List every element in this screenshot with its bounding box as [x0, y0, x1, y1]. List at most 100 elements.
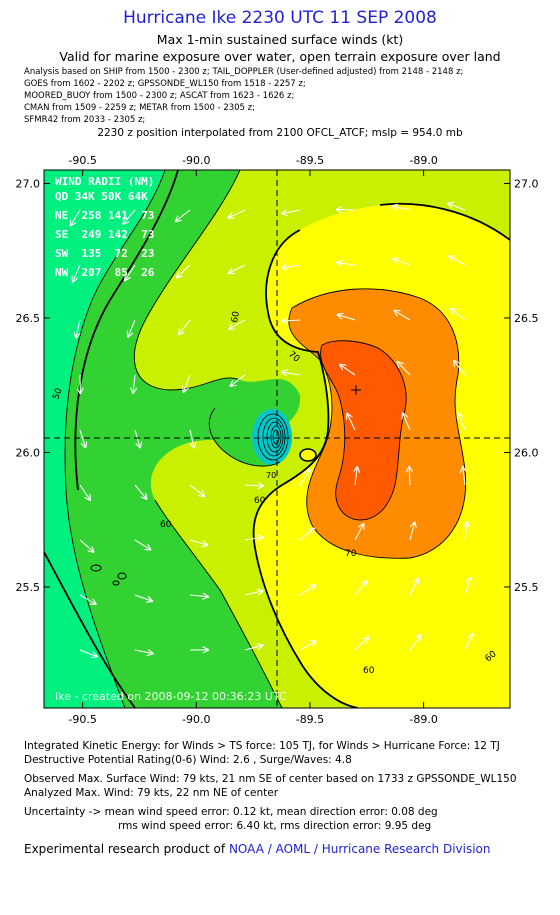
wind-arrow — [282, 210, 301, 214]
y-tick-label-left: 27.0 — [16, 177, 41, 190]
wind-arrow — [134, 650, 153, 654]
wind-radii-table: WIND RADII (NM) QD 34K 50K 64K NE 258 14… — [55, 175, 155, 279]
wind-radii-title: WIND RADII (NM) — [55, 175, 154, 188]
credit-line: Experimental research product of NOAA / … — [24, 842, 491, 856]
wind-arrow — [282, 265, 301, 268]
wind-arrow — [189, 484, 204, 496]
x-tick-label-bottom: -90.5 — [68, 713, 96, 726]
wind-radii-row: SW 135 72 23 — [55, 247, 154, 260]
wind-arrow — [449, 256, 466, 266]
small-contour — [90, 564, 127, 586]
contour-label: 60 — [363, 666, 375, 676]
wind-arrow — [73, 264, 81, 282]
band-above-90 — [320, 340, 407, 520]
wind-arrow — [231, 374, 246, 386]
wind-arrow — [244, 485, 263, 486]
wind-arrow — [299, 529, 314, 541]
wind-radii-row: NW 207 85 26 — [55, 266, 155, 279]
vortex-rings — [257, 413, 289, 461]
wind-arrow — [123, 209, 136, 224]
wind-vectors — [71, 204, 473, 657]
wind-arrow — [229, 319, 246, 329]
axis-ticks — [44, 170, 510, 708]
dpr-line: Destructive Potential Rating(0-6) Wind: … — [24, 754, 352, 766]
wind-arrow — [134, 429, 140, 447]
wind-arrow — [354, 524, 363, 541]
wind-arrow — [299, 470, 310, 486]
contour-line-bold — [252, 229, 359, 708]
map-credit: Ike - created on 2008-09-12 00:36:23 UTC — [55, 690, 287, 703]
small-contour — [299, 448, 317, 462]
y-tick-label-right: 25.5 — [514, 581, 539, 594]
wind-arrow — [354, 581, 367, 596]
wind-arrow — [299, 641, 316, 651]
wind-arrow — [464, 578, 471, 596]
wind-arrow — [244, 537, 263, 540]
analysis-line: SFMR42 from 2033 - 2305 z; — [24, 115, 146, 125]
map-subtitle: Max 1-min sustained surface winds (kt) — [156, 32, 404, 47]
contour-label: 60 — [254, 496, 266, 506]
x-tick-label-top: -90.0 — [182, 154, 210, 167]
x-tick-label-top: -89.5 — [296, 154, 324, 167]
wind-arrow — [464, 634, 473, 651]
contour-label: 60 — [160, 520, 172, 530]
wind-arrow — [282, 372, 301, 375]
y-tick-label-right: 26.5 — [514, 312, 539, 325]
wind-arrow — [176, 209, 191, 221]
wind-arrow — [458, 413, 466, 431]
wind-arrow — [128, 319, 136, 337]
max-wind-marker — [351, 385, 361, 395]
wind-arrow — [189, 595, 208, 597]
credit-org-link[interactable]: NOAA / AOML / Hurricane Research Divisio… — [228, 842, 491, 856]
wind-arrow — [463, 467, 465, 486]
axis-tick-labels: -90.5 -90.5 -90.0 -90.0 -89.5 -89.5 -89.0 -89.0… — [16, 154, 539, 726]
contour-label: 50 — [51, 387, 64, 401]
analysis-line: MOORED_BUOY from 1500 - 2300 z; ASCAT fr… — [24, 91, 295, 101]
wind-arrow — [79, 539, 94, 552]
wind-arrow — [403, 414, 411, 431]
contour-line-bold — [74, 170, 179, 491]
wind-arrow — [125, 264, 136, 280]
wind-arrow — [409, 579, 418, 596]
contour-label: 70 — [345, 549, 357, 559]
x-tick-label-top: -90.5 — [68, 154, 96, 167]
x-tick-label-bottom: -89.0 — [409, 713, 437, 726]
analyzed-max-wind: Analyzed Max. Wind: 79 kts, 22 nm NE of … — [24, 787, 279, 799]
wind-arrow — [177, 264, 191, 277]
contour-lines — [64, 170, 467, 708]
wind-radii-header: QD 34K 50K 64K — [55, 190, 148, 203]
wind-arrow — [134, 484, 146, 499]
map-title: Hurricane Ike 2230 UTC 11 SEP 2008 — [123, 8, 437, 28]
wind-arrow — [134, 539, 150, 550]
wind-arrow — [354, 638, 368, 651]
wind-arrow — [244, 645, 262, 651]
contour-label: 70 — [266, 471, 276, 480]
wind-arrow — [299, 585, 315, 596]
ike-line: Integrated Kinetic Energy: for Winds > T… — [24, 740, 500, 752]
uncertainty-line: Uncertainty -> mean wind speed error: 0.… — [24, 806, 438, 818]
y-tick-label-left: 25.5 — [16, 581, 41, 594]
y-tick-label-right: 27.0 — [514, 177, 539, 190]
wind-arrow — [338, 315, 356, 321]
x-tick-label-bottom: -90.0 — [182, 713, 210, 726]
wind-arrow — [71, 209, 81, 225]
wind-arrow — [451, 309, 466, 321]
wind-arrow — [409, 523, 415, 541]
wind-arrow — [184, 374, 191, 392]
wind-arrow — [398, 362, 411, 376]
wind-arrow — [355, 467, 357, 486]
exposure-note: Valid for marine exposure over water, op… — [59, 49, 501, 64]
wind-arrow — [79, 429, 85, 447]
wind-arrow — [79, 484, 90, 500]
wind-arrow — [282, 320, 301, 321]
analysis-line: Analysis based on SHIP from 1500 - 2300 … — [24, 67, 464, 77]
wind-arrow — [393, 259, 411, 266]
wind-arrow — [340, 365, 356, 376]
contour-label: 60 — [230, 310, 242, 323]
x-tick-label-top: -89.0 — [409, 154, 437, 167]
wind-arrow — [229, 264, 246, 273]
wind-arrow — [465, 522, 467, 541]
wind-contours — [44, 170, 510, 708]
analysis-line: GOES from 1602 - 2202 z; GPSSONDE_WL150 … — [24, 79, 306, 89]
